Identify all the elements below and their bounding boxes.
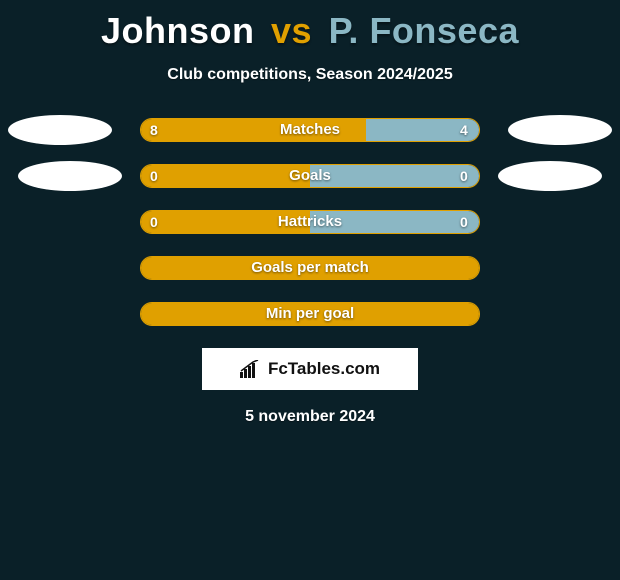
- source-badge: FcTables.com: [202, 348, 418, 390]
- stat-bar-left: [141, 211, 310, 233]
- comparison-title: Johnson vs P. Fonseca: [0, 0, 620, 52]
- decoration-ellipse: [508, 115, 612, 145]
- decoration-ellipse: [18, 161, 122, 191]
- date-label: 5 november 2024: [0, 408, 620, 426]
- stat-bar-right: [310, 211, 479, 233]
- stat-bar-track: [140, 256, 480, 280]
- vs-label: vs: [271, 10, 312, 51]
- stat-bar-left: [141, 257, 479, 279]
- decoration-ellipse: [8, 115, 112, 145]
- decoration-ellipse: [498, 161, 602, 191]
- stat-row: Goals per match: [0, 256, 620, 280]
- player1-name: Johnson: [101, 10, 255, 51]
- stat-bar-track: [140, 118, 480, 142]
- player2-name: P. Fonseca: [329, 10, 519, 51]
- chart-icon: [240, 360, 262, 378]
- stat-row: Hattricks00: [0, 210, 620, 234]
- stats-container: Matches84Goals00Hattricks00Goals per mat…: [0, 118, 620, 326]
- stat-bar-left: [141, 119, 366, 141]
- subtitle: Club competitions, Season 2024/2025: [0, 66, 620, 84]
- stat-bar-right: [366, 119, 479, 141]
- stat-row: Min per goal: [0, 302, 620, 326]
- stat-bar-track: [140, 164, 480, 188]
- stat-bar-track: [140, 302, 480, 326]
- stat-bar-right: [310, 165, 479, 187]
- stat-bar-track: [140, 210, 480, 234]
- stat-bar-left: [141, 165, 310, 187]
- source-badge-text: FcTables.com: [268, 359, 380, 379]
- stat-bar-left: [141, 303, 479, 325]
